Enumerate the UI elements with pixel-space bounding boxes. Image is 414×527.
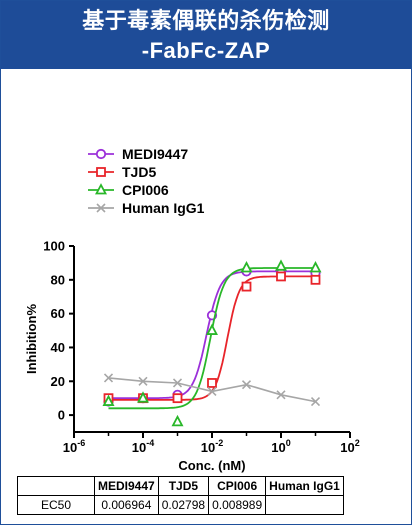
ec50-table: MEDI9447 TJD5 CPI006 Human IgG1 EC50 0.0…	[17, 476, 344, 515]
data-point-cpi006	[240, 261, 253, 273]
ec50-value: 0.006964	[94, 495, 159, 515]
data-point-tjd5	[310, 274, 321, 285]
page-subtitle: -FabFc-ZAP	[141, 38, 271, 63]
y-axis-label: Inhibition%	[24, 304, 39, 374]
data-point-cpi006	[206, 323, 218, 335]
ec50-header-cell: MEDI9447	[94, 476, 159, 496]
ec50-table-row: EC50 0.006964 0.02798 0.008989	[17, 495, 344, 515]
x-tick-label: 102	[340, 438, 359, 455]
title-banner: 基于毒素偶联的杀伤检测 -FabFc-ZAP	[1, 1, 411, 69]
legend-label-human-igg1: Human IgG1	[122, 200, 205, 216]
y-tick-label: 40	[51, 340, 65, 355]
data-point-tjd5	[207, 378, 217, 388]
data-point-human-igg1	[172, 378, 183, 388]
x-tick-label: 10-2	[201, 438, 223, 455]
page-title: 基于毒素偶联的杀伤检测	[82, 8, 330, 33]
x-tick-label: 10-4	[132, 438, 154, 455]
y-tick-label: 20	[51, 374, 65, 389]
inhibition-chart: 0 20 40 60 80 100 10-6 10-4 10-2 100 102 Conc. (nM)…	[24, 146, 360, 473]
x-tick-label: 100	[271, 438, 290, 455]
ec50-table-header: MEDI9447 TJD5 CPI006 Human IgG1	[17, 476, 344, 496]
ec50-value: 0.008989	[208, 495, 267, 515]
y-tick-label: 0	[58, 408, 65, 423]
data-point-human-igg1	[207, 386, 217, 396]
y-tick-label: 80	[51, 272, 65, 287]
data-point-human-igg1	[138, 376, 148, 386]
legend-marker-medi9447	[95, 148, 107, 160]
legend-marker-human-igg1	[96, 203, 106, 213]
data-point-cpi006	[102, 394, 115, 406]
ec50-header-cell: Human IgG1	[265, 476, 344, 496]
legend-label-cpi006: CPI006	[122, 182, 169, 198]
ec50-header-cell: CPI006	[208, 476, 267, 496]
ec50-header-cell: TJD5	[157, 476, 210, 496]
data-point-human-igg1	[241, 380, 252, 390]
ec50-value: 0.02798	[157, 495, 210, 515]
legend-marker-tjd5	[96, 167, 106, 177]
data-point-cpi006	[309, 261, 322, 273]
x-axis-label: Conc. (nM)	[178, 458, 245, 473]
data-point-human-igg1	[276, 390, 286, 400]
data-point-tjd5	[241, 281, 252, 292]
y-tick-label: 100	[43, 239, 65, 254]
data-point-tjd5	[276, 271, 286, 282]
ec50-header-cell	[17, 476, 95, 496]
data-point-tjd5	[172, 393, 183, 404]
y-tick-label: 60	[51, 306, 65, 321]
data-point-cpi006	[137, 391, 149, 403]
data-point-cpi006	[171, 414, 184, 427]
x-tick-label: 10-6	[63, 438, 85, 455]
legend-marker-cpi006	[95, 183, 107, 195]
data-point-human-igg1	[103, 373, 114, 383]
ec50-row-label: EC50	[17, 495, 95, 515]
legend-label-tjd5: TJD5	[122, 164, 156, 180]
legend-label-medi9447: MEDI9447	[122, 146, 188, 162]
data-point-cpi006	[275, 259, 287, 271]
data-point-human-igg1	[310, 396, 321, 407]
ec50-value	[265, 495, 344, 515]
